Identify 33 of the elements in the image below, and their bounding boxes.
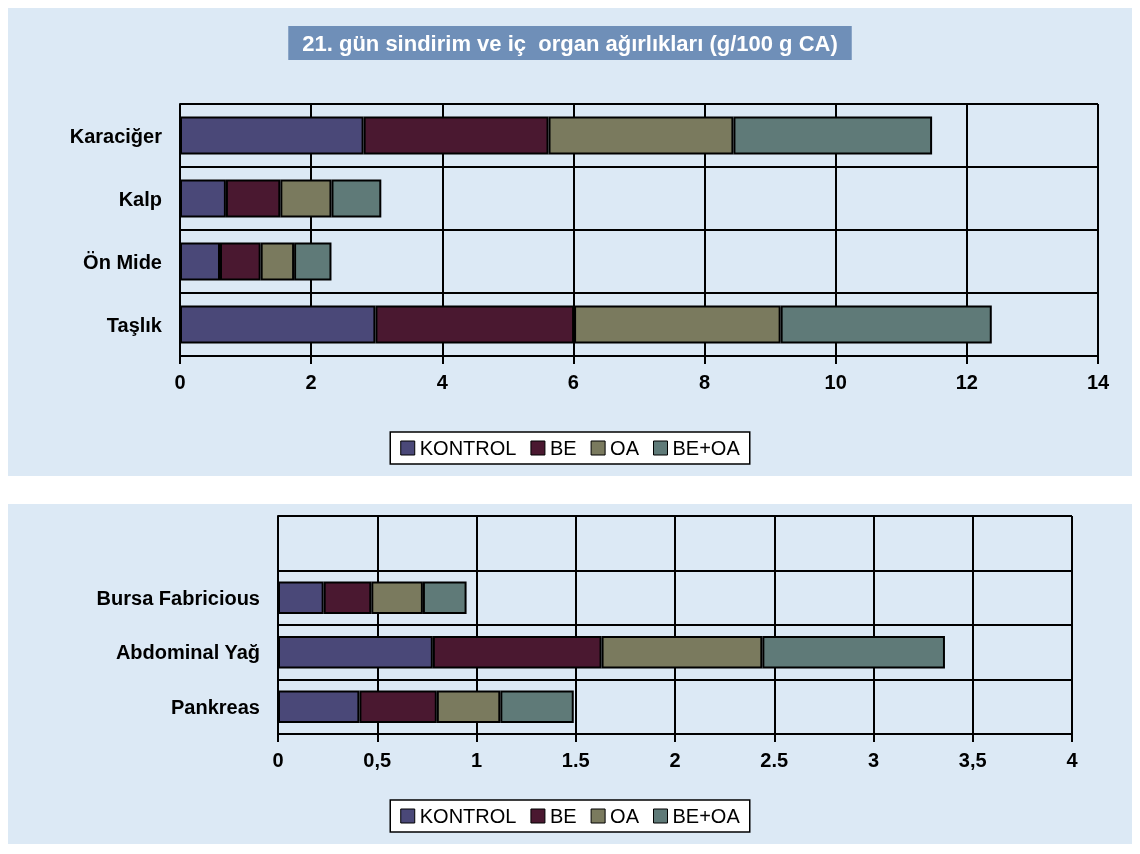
legend-label: BE [549, 437, 577, 459]
legend-label: BE+OA [672, 437, 741, 459]
x-tick-label: 0,5 [363, 749, 392, 771]
x-tick-label: 1.5 [561, 749, 590, 771]
x-tick-label: 4 [1066, 749, 1079, 771]
x-tick-label: 2.5 [760, 749, 789, 771]
y-tick-label: Abdominal Yağ [115, 641, 260, 664]
x-tick-label: 2 [669, 749, 681, 771]
x-tick-label: 4 [436, 371, 449, 393]
x-tick-label: 6 [567, 371, 579, 393]
x-tick-label: 0 [174, 371, 186, 393]
y-tick-label: Bursa Fabricious [96, 586, 260, 609]
legend-label: BE [549, 805, 577, 827]
legend-label: BE+OA [672, 805, 741, 827]
y-tick-label: Kalp [118, 187, 162, 210]
x-tick-label: 2 [305, 371, 317, 393]
x-tick-label: 10 [824, 371, 847, 393]
y-tick-label: Karaciğer [69, 124, 163, 147]
y-tick-label: Taşlık [106, 313, 163, 336]
y-tick-label: Ön Mide [83, 250, 162, 273]
legend-label: OA [610, 437, 640, 459]
x-tick-label: 3,5 [958, 749, 987, 771]
x-tick-label: 3 [867, 749, 880, 771]
x-tick-label: 14 [1086, 371, 1110, 393]
legend-label: KONTROL [419, 437, 517, 459]
legend-label: OA [610, 805, 640, 827]
x-tick-label: 8 [699, 371, 711, 393]
y-tick-label: Pankreas [171, 695, 260, 718]
x-tick-label: 0 [272, 749, 284, 771]
chart-title: 21. gün sindirim ve iç organ ağırlıkları (g/100 g CA) [302, 30, 838, 56]
legend-label: KONTROL [419, 805, 517, 827]
x-tick-label: 12 [955, 371, 978, 393]
x-tick-label: 1 [470, 749, 483, 771]
